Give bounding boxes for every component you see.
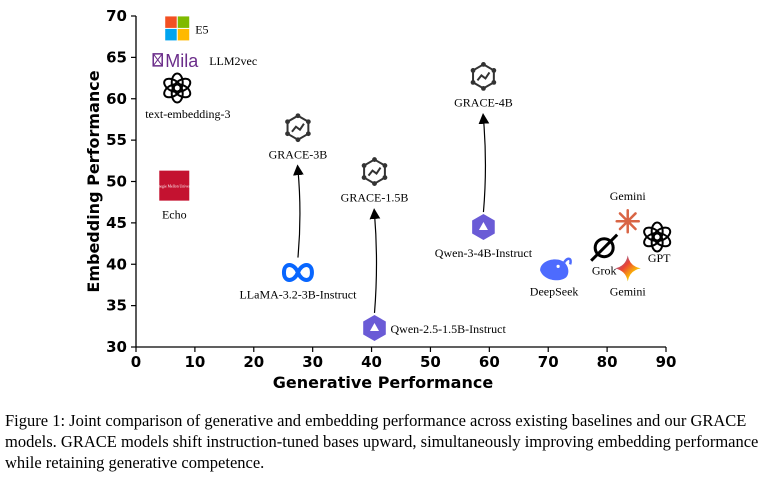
point-label: LLM2vec [209,54,257,68]
point-label: LLaMA-3.2-3B-Instruct [239,288,357,302]
meta-logo-icon [281,263,314,282]
arrows-layer [293,113,490,314]
grace-logo-icon [361,157,388,186]
gemini-sparkle-logo-icon [614,255,641,282]
y-tick-label: 65 [106,48,127,66]
x-tick-label: 20 [243,353,264,371]
figure-caption: Figure 1: Joint comparison of generative… [5,411,759,472]
point-label: GRACE-1.5B [341,191,409,205]
x-tick-label: 80 [597,353,618,371]
point-llama-3-2-3b-instruct: LLaMA-3.2-3B-Instruct [239,263,357,302]
point-llm2vec: Mila LLM2vec [152,51,257,71]
point-label: text-embedding-3 [145,107,230,121]
y-axis-title: Embedding Performance [84,70,103,292]
arrow-qwen-2-5-1-5b-instruct-to-grace-1-5b [369,208,381,314]
y-tick-label: 30 [106,338,127,356]
point-label: Qwen-3-4B-Instruct [435,246,533,260]
qwen-logo-icon [363,314,386,341]
x-tick-label: 40 [361,353,382,371]
x-tick-label: 30 [302,353,323,371]
point-echo: Carnegie Mellon University Echo [153,170,196,222]
x-tick-label: 90 [656,353,677,371]
microsoft-logo-icon [165,16,190,41]
point-e5: E5 [165,16,209,41]
point-label: Gemini [610,284,647,298]
point-label: Gemini [610,189,647,203]
cmu-seal-icon: Carnegie Mellon University [153,170,196,201]
point-label: GPT [648,251,671,265]
arrow-llama-3-2-3b-instruct-to-grace-3b [293,164,304,258]
y-tick-label: 50 [106,173,127,191]
points-layer: E5 Mila LLM2vec text-embedding-3 Carnegie Me… [145,16,672,341]
point-qwen-2-5-1-5b-instruct: Qwen-2.5-1.5B-Instruct [363,314,507,341]
point-grok: Grok [590,233,619,278]
point-gemini: Gemini [610,255,647,298]
point-label: Qwen-2.5-1.5B-Instruct [391,322,507,336]
grok-logo-icon [590,233,619,262]
point-qwen-3-4b-instruct: Qwen-3-4B-Instruct [435,214,533,260]
y-tick-label: 40 [106,255,127,273]
mila-logo-text: Mila [165,51,199,71]
point-label: DeepSeek [530,284,579,298]
scatter-chart: 0 10 20 30 40 50 60 70 80 90 30 35 40 45 50 55 60 65 70 Gen… [84,7,676,392]
openai-logo-icon [643,221,672,253]
point-label: GRACE-4B [454,95,513,109]
point-label: E5 [195,22,208,36]
x-axis-title: Generative Performance [273,373,494,392]
point-grace-1-5b: GRACE-1.5B [341,157,409,205]
x-tick-label: 70 [538,353,559,371]
y-tick-label: 60 [106,90,127,108]
point-gemini: Gemini [610,189,647,234]
axes: 0 10 20 30 40 50 60 70 80 90 30 35 40 45 50 55 60 65 70 Gen… [84,7,676,392]
deepseek-logo-icon [540,257,572,281]
gemini-star-logo-icon [615,208,640,234]
x-tick-label: 0 [131,353,141,371]
mila-logo-icon: Mila [152,51,199,71]
y-tick-label: 35 [106,297,127,315]
arrow-qwen-3-4b-instruct-to-grace-4b [478,113,490,213]
x-tick-label: 50 [420,353,441,371]
point-label: Grok [592,264,617,278]
point-label: Echo [162,208,187,222]
point-label: GRACE-3B [269,148,328,162]
grace-logo-icon [285,113,311,143]
x-tick-label: 60 [479,353,500,371]
point-grace-3b: GRACE-3B [269,113,328,162]
y-tick-label: 45 [106,214,127,232]
openai-logo-icon [163,72,192,104]
point-text-embedding-3: text-embedding-3 [145,72,231,121]
y-tick-label: 70 [106,7,127,25]
qwen-logo-icon [472,214,495,241]
y-tick-label: 55 [106,131,127,149]
cmu-seal-text: Carnegie Mellon University [153,185,196,189]
x-tick-label: 10 [184,353,205,371]
point-deepseek: DeepSeek [530,257,579,298]
point-gpt: GPT [643,221,672,265]
point-grace-4b: GRACE-4B [454,62,513,109]
grace-logo-icon [470,62,497,91]
